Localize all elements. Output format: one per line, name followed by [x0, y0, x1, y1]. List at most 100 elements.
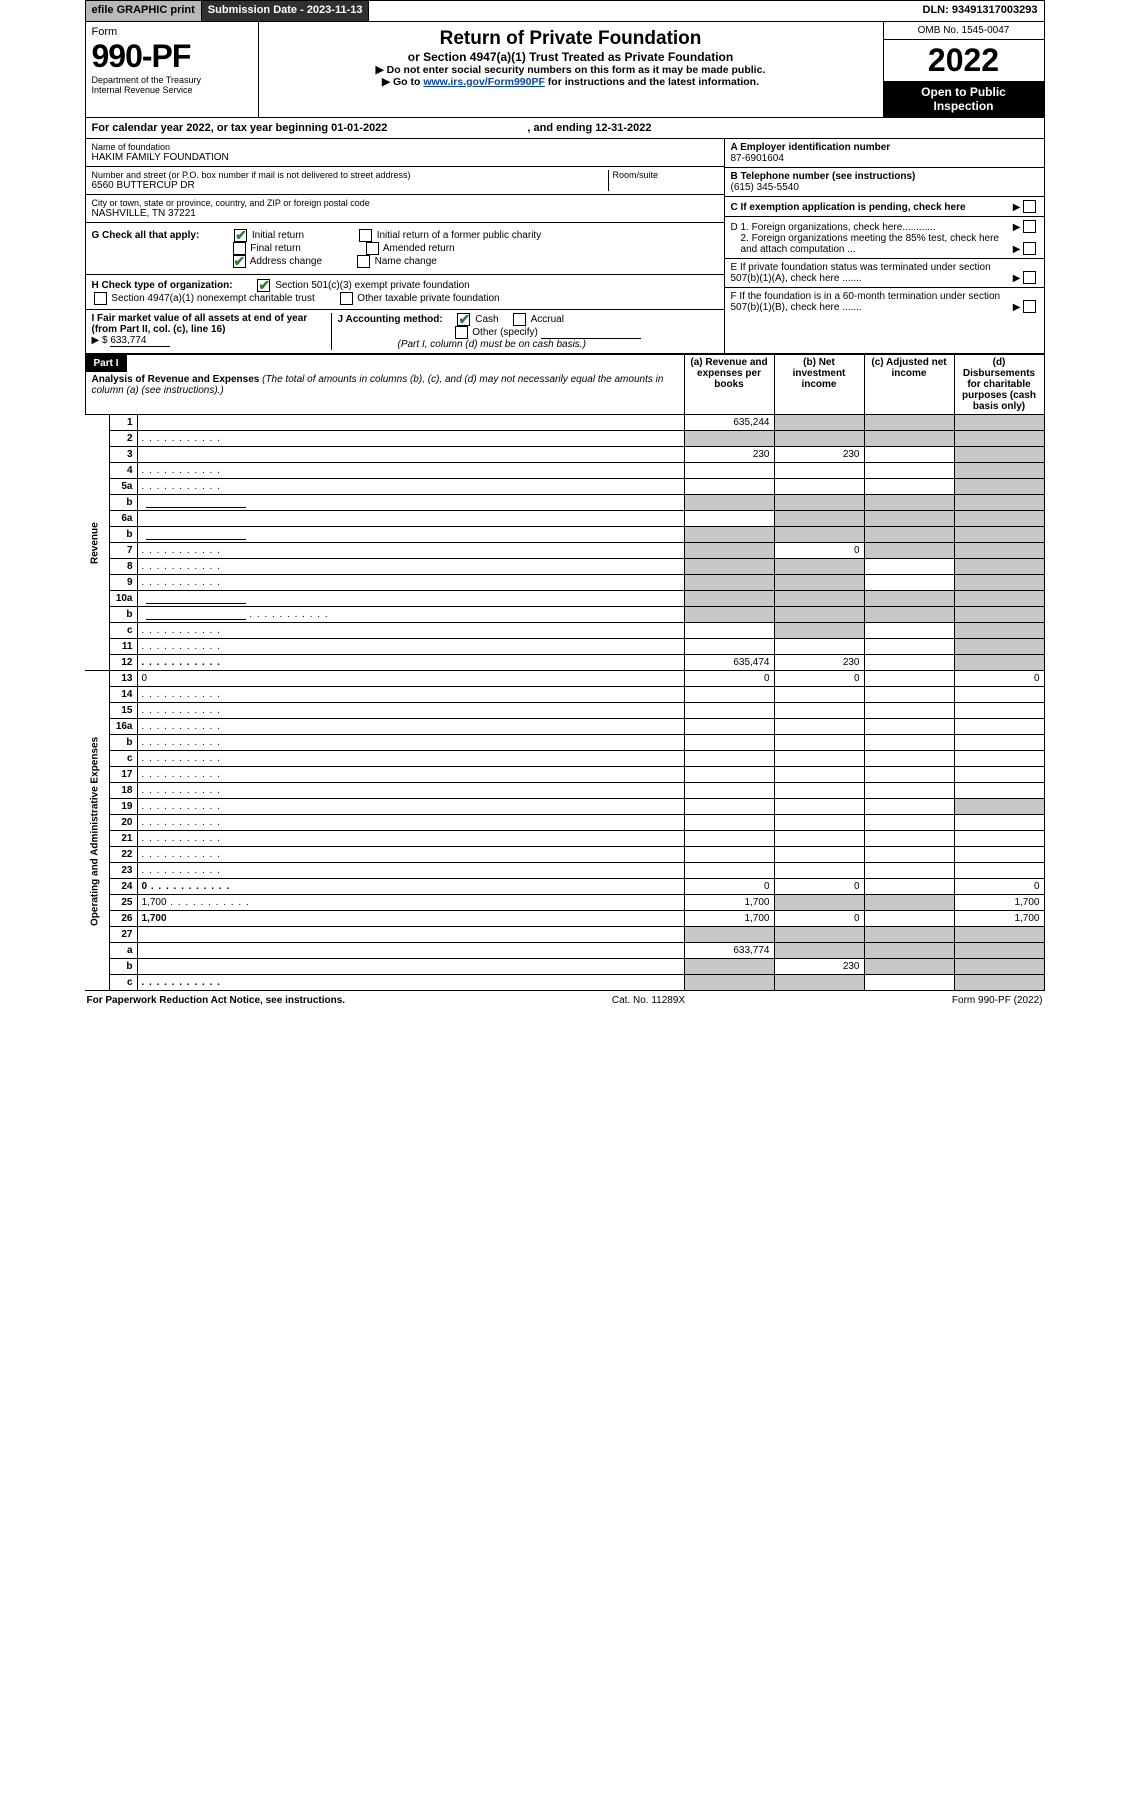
- chk-4947[interactable]: [94, 292, 107, 305]
- chk-501c3[interactable]: [257, 279, 270, 292]
- part1-title: Analysis of Revenue and Expenses: [92, 374, 260, 385]
- line-number: 18: [109, 783, 137, 799]
- amount-cell: [774, 783, 864, 799]
- amount-cell: 230: [684, 447, 774, 463]
- irs: Internal Revenue Service: [92, 85, 252, 95]
- line-description: [137, 463, 684, 479]
- other-taxable-label: Other taxable private foundation: [357, 293, 499, 304]
- line-number: c: [109, 623, 137, 639]
- amount-cell: [864, 815, 954, 831]
- table-row: c: [85, 975, 1044, 991]
- arrow-icon: ▶: [1013, 244, 1021, 255]
- chk-exemption-pending[interactable]: [1023, 200, 1036, 213]
- amount-cell: 635,474: [684, 655, 774, 671]
- line-description: [137, 927, 684, 943]
- amended-label: Amended return: [383, 243, 455, 254]
- line-number: 11: [109, 639, 137, 655]
- table-row: 19: [85, 799, 1044, 815]
- amount-cell: [864, 959, 954, 975]
- line-number: 6a: [109, 511, 137, 527]
- amount-cell: [954, 655, 1044, 671]
- table-row: Operating and Administrative Expenses130…: [85, 671, 1044, 687]
- line-number: b: [109, 959, 137, 975]
- chk-name-change[interactable]: [357, 255, 370, 268]
- amount-cell: [774, 895, 864, 911]
- amount-cell: [954, 463, 1044, 479]
- table-row: 70: [85, 543, 1044, 559]
- amount-cell: [774, 511, 864, 527]
- chk-60month[interactable]: [1023, 300, 1036, 313]
- chk-accrual[interactable]: [513, 313, 526, 326]
- chk-other-taxable[interactable]: [340, 292, 353, 305]
- chk-amended[interactable]: [366, 242, 379, 255]
- amount-cell: [954, 943, 1044, 959]
- table-row: 10a: [85, 591, 1044, 607]
- amount-cell: [864, 911, 954, 927]
- amount-cell: [774, 927, 864, 943]
- table-row: 20: [85, 815, 1044, 831]
- line-number: 22: [109, 847, 137, 863]
- efile-label: efile GRAPHIC print: [86, 1, 202, 21]
- table-row: 2: [85, 431, 1044, 447]
- amount-cell: [954, 927, 1044, 943]
- line-number: 7: [109, 543, 137, 559]
- arrow-icon: ▶: [1013, 302, 1021, 313]
- amount-cell: [684, 799, 774, 815]
- amount-cell: [774, 495, 864, 511]
- chk-85pct[interactable]: [1023, 242, 1036, 255]
- form-number: 990-PF: [92, 38, 252, 75]
- chk-address-change[interactable]: [233, 255, 246, 268]
- chk-other-method[interactable]: [455, 326, 468, 339]
- amount-cell: [864, 559, 954, 575]
- city-state-zip: NASHVILLE, TN 37221: [92, 208, 718, 219]
- table-row: 22: [85, 847, 1044, 863]
- amount-cell: [684, 703, 774, 719]
- line-description: [137, 511, 684, 527]
- line-number: 2: [109, 431, 137, 447]
- chk-initial-return[interactable]: [234, 229, 247, 242]
- amount-cell: 230: [774, 959, 864, 975]
- line-description: [137, 735, 684, 751]
- amount-cell: [864, 591, 954, 607]
- chk-cash[interactable]: [457, 313, 470, 326]
- amount-cell: [864, 655, 954, 671]
- tel-label: B Telephone number (see instructions): [731, 171, 916, 182]
- form-subtitle-3: ▶ Go to www.irs.gov/Form990PF for instru…: [263, 76, 879, 88]
- chk-terminated[interactable]: [1023, 271, 1036, 284]
- chk-foreign-org[interactable]: [1023, 220, 1036, 233]
- g-label: G Check all that apply:: [92, 230, 200, 241]
- amount-cell: 1,700: [684, 895, 774, 911]
- f-label: F If the foundation is in a 60-month ter…: [731, 291, 1013, 313]
- table-row: 12635,474230: [85, 655, 1044, 671]
- irs-link[interactable]: www.irs.gov/Form990PF: [423, 76, 545, 88]
- amount-cell: [954, 591, 1044, 607]
- amount-cell: [864, 431, 954, 447]
- amount-cell: [864, 671, 954, 687]
- other-method-label: Other (specify): [472, 327, 538, 338]
- name-change-label: Name change: [375, 256, 437, 267]
- table-row: 27: [85, 927, 1044, 943]
- amount-cell: [864, 847, 954, 863]
- room-label: Room/suite: [613, 170, 718, 180]
- line-description: [137, 415, 684, 431]
- line-description: [137, 815, 684, 831]
- line-description: [137, 863, 684, 879]
- line-description: [137, 575, 684, 591]
- line-description: [137, 719, 684, 735]
- chk-initial-former[interactable]: [359, 229, 372, 242]
- amount-cell: [954, 783, 1044, 799]
- revenue-side-label: Revenue: [85, 415, 109, 671]
- line-number: a: [109, 943, 137, 959]
- amount-cell: [774, 863, 864, 879]
- amount-cell: [954, 479, 1044, 495]
- amount-cell: [864, 463, 954, 479]
- submission-date: Submission Date - 2023-11-13: [202, 1, 370, 21]
- table-row: b: [85, 495, 1044, 511]
- dept-treasury: Department of the Treasury: [92, 75, 252, 85]
- table-row: 251,7001,7001,700: [85, 895, 1044, 911]
- line-description: [137, 623, 684, 639]
- line-number: 15: [109, 703, 137, 719]
- amount-cell: [774, 623, 864, 639]
- amount-cell: [774, 943, 864, 959]
- table-row: b: [85, 527, 1044, 543]
